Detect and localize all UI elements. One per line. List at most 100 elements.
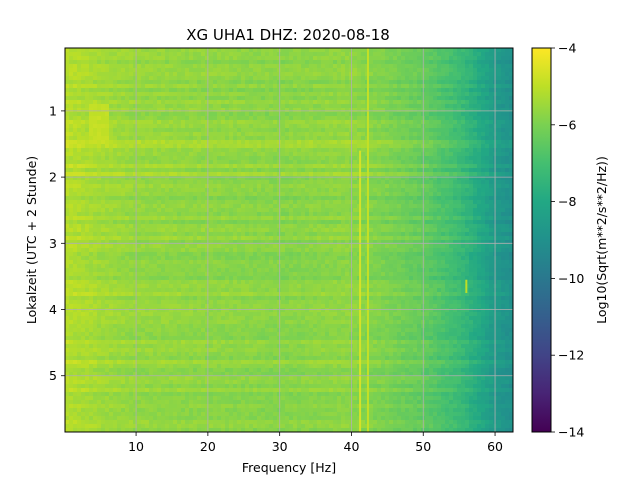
heatmap-cell	[501, 64, 506, 69]
heatmap-cell	[205, 84, 210, 89]
heatmap-cell	[149, 196, 154, 201]
heatmap-cell	[289, 104, 294, 109]
heatmap-cell	[121, 220, 126, 225]
heatmap-cell	[221, 196, 226, 201]
heatmap-cell	[65, 196, 70, 201]
heatmap-cell	[225, 112, 230, 117]
heatmap-cell	[265, 184, 270, 189]
heatmap-cell	[229, 56, 234, 61]
heatmap-cell	[425, 52, 430, 57]
heatmap-cell	[149, 132, 154, 137]
heatmap-cell	[425, 116, 430, 121]
heatmap-cell	[281, 224, 286, 229]
heatmap-cell	[149, 176, 154, 181]
heatmap-cell	[329, 144, 334, 149]
heatmap-cell	[269, 84, 274, 89]
heatmap-cell	[265, 92, 270, 97]
heatmap-cell	[321, 200, 326, 205]
heatmap-cell	[453, 132, 458, 137]
heatmap-cell	[237, 56, 242, 61]
heatmap-cell	[337, 220, 342, 225]
heatmap-cell	[309, 68, 314, 73]
heatmap-cell	[321, 160, 326, 165]
heatmap-cell	[393, 148, 398, 153]
heatmap-cell	[369, 88, 374, 93]
heatmap-cell	[165, 136, 170, 141]
heatmap-cell	[297, 104, 302, 109]
heatmap-cell	[161, 172, 166, 177]
heatmap-cell	[249, 132, 254, 137]
heatmap-cell	[157, 204, 162, 209]
heatmap-cell	[181, 212, 186, 217]
heatmap-cell	[93, 108, 98, 113]
heatmap-cell	[461, 48, 466, 53]
heatmap-cell	[497, 56, 502, 61]
heatmap-cell	[149, 208, 154, 213]
heatmap-cell	[201, 136, 206, 141]
heatmap-cell	[345, 120, 350, 125]
heatmap-cell	[301, 208, 306, 213]
heatmap-cell	[265, 80, 270, 85]
heatmap-cell	[449, 132, 454, 137]
heatmap-cell	[149, 212, 154, 217]
heatmap-cell	[397, 68, 402, 73]
heatmap-cell	[281, 64, 286, 69]
heatmap-cell	[361, 80, 366, 85]
heatmap-cell	[197, 208, 202, 213]
heatmap-cell	[161, 108, 166, 113]
heatmap-cell	[373, 188, 378, 193]
heatmap-cell	[225, 92, 230, 97]
heatmap-cell	[245, 64, 250, 69]
heatmap-cell	[281, 140, 286, 145]
heatmap-cell	[389, 96, 394, 101]
heatmap-cell	[189, 56, 194, 61]
heatmap-cell	[261, 104, 266, 109]
heatmap-cell	[177, 136, 182, 141]
heatmap-cell	[185, 112, 190, 117]
heatmap-cell	[293, 96, 298, 101]
heatmap-cell	[101, 148, 106, 153]
heatmap-cell	[117, 180, 122, 185]
heatmap-cell	[157, 184, 162, 189]
heatmap-cell	[133, 72, 138, 77]
heatmap-cell	[441, 48, 446, 53]
heatmap-cell	[345, 180, 350, 185]
heatmap-cell	[113, 136, 118, 141]
heatmap-cell	[405, 88, 410, 93]
heatmap-cell	[173, 132, 178, 137]
heatmap-cell	[233, 136, 238, 141]
heatmap-cell	[397, 216, 402, 221]
heatmap-cell	[297, 116, 302, 121]
heatmap-cell	[137, 100, 142, 105]
heatmap-cell	[409, 140, 414, 145]
heatmap-cell	[313, 192, 318, 197]
heatmap-cell	[341, 76, 346, 81]
heatmap-cell	[505, 144, 510, 149]
heatmap-cell	[389, 132, 394, 137]
heatmap-cell	[225, 140, 230, 145]
heatmap-cell	[373, 64, 378, 69]
heatmap-cell	[117, 72, 122, 77]
heatmap-cell	[477, 164, 482, 169]
heatmap-cell	[469, 216, 474, 221]
heatmap-cell	[165, 176, 170, 181]
heatmap-cell	[201, 64, 206, 69]
heatmap-cell	[121, 156, 126, 161]
heatmap-cell	[73, 172, 78, 177]
heatmap-cell	[253, 132, 258, 137]
heatmap-cell	[305, 68, 310, 73]
heatmap-cell	[433, 112, 438, 117]
heatmap-cell	[341, 128, 346, 133]
heatmap-cell	[89, 200, 94, 205]
heatmap-cell	[417, 72, 422, 77]
heatmap-cell	[81, 52, 86, 57]
heatmap-cell	[257, 84, 262, 89]
heatmap-cell	[181, 144, 186, 149]
heatmap-cell	[221, 152, 226, 157]
heatmap-cell	[293, 68, 298, 73]
heatmap-cell	[281, 148, 286, 153]
heatmap-cell	[301, 180, 306, 185]
heatmap-cell	[205, 152, 210, 157]
heatmap-cell	[165, 192, 170, 197]
heatmap-cell	[457, 200, 462, 205]
